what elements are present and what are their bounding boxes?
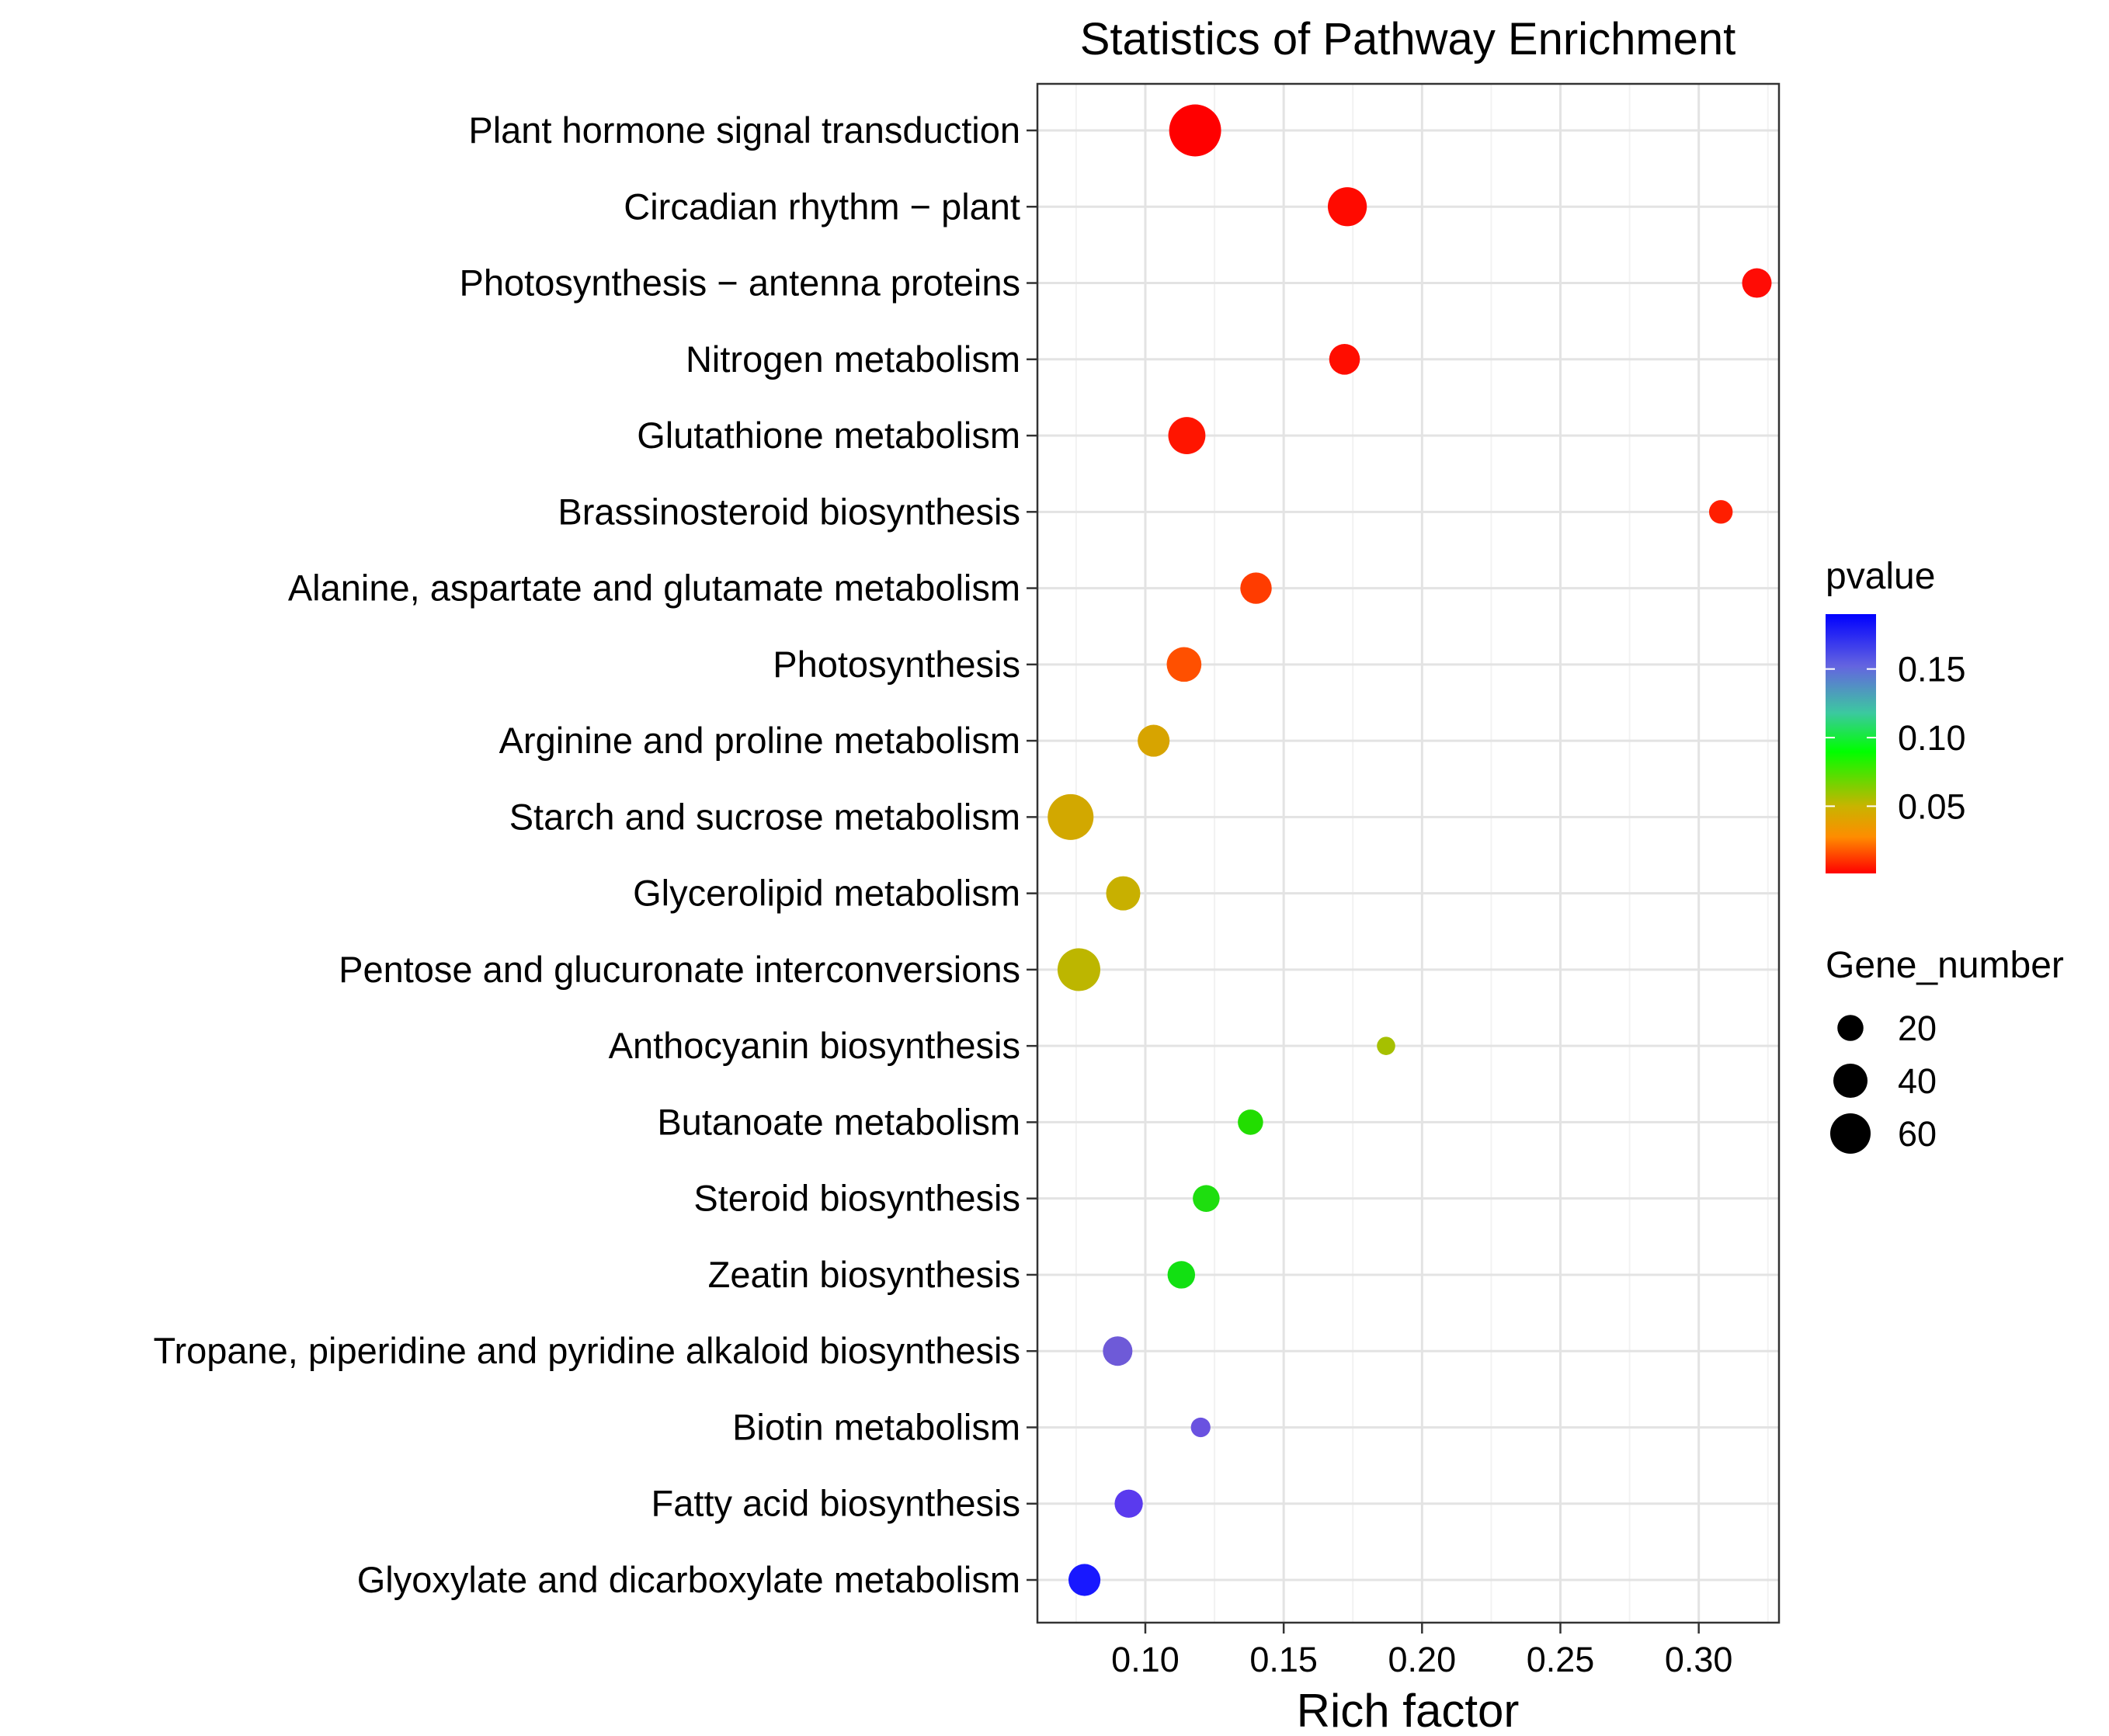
- grid-lines: [1037, 84, 1779, 1623]
- pathway-label: Zeatin biosynthesis: [708, 1254, 1020, 1295]
- pathway-point: [1193, 1185, 1220, 1212]
- pathway-label: Anthocyanin biosynthesis: [609, 1025, 1020, 1066]
- pathway-label: Photosynthesis − antenna proteins: [460, 262, 1020, 304]
- pathway-label: Glycerolipid metabolism: [633, 873, 1020, 914]
- pvalue-legend-title: pvalue: [1826, 556, 1935, 597]
- pathway-point: [1238, 1109, 1263, 1135]
- gene-number-legend-title: Gene_number: [1826, 945, 2064, 986]
- pathway-label: Butanoate metabolism: [657, 1101, 1020, 1142]
- pathway-point: [1106, 876, 1141, 911]
- pathway-label: Steroid biosynthesis: [693, 1178, 1020, 1219]
- plot-area: [1037, 84, 1779, 1623]
- x-tick-label: 0.25: [1527, 1640, 1595, 1679]
- data-points: [1048, 104, 1772, 1596]
- chart-title: Statistics of Pathway Enrichment: [1080, 14, 1736, 64]
- x-tick-label: 0.15: [1249, 1640, 1318, 1679]
- pathway-label: Alanine, aspartate and glutamate metabol…: [288, 568, 1020, 609]
- x-tick-label: 0.30: [1665, 1640, 1733, 1679]
- pathway-point: [1068, 1564, 1101, 1596]
- size-legend-dot: [1837, 1015, 1864, 1041]
- x-axis-ticks: 0.10 0.15 0.20 0.25 0.30: [1111, 1623, 1732, 1679]
- pathway-point: [1377, 1036, 1395, 1055]
- size-legend-label: 60: [1898, 1114, 1937, 1154]
- pathway-point: [1168, 417, 1206, 454]
- pathway-label: Glyoxylate and dicarboxylate metabolism: [357, 1559, 1020, 1600]
- size-legend-label: 20: [1898, 1009, 1937, 1048]
- x-tick-label: 0.20: [1388, 1640, 1457, 1679]
- colorbar-tick-label: 0.15: [1898, 650, 1966, 689]
- pathway-label: Arginine and proline metabolism: [499, 720, 1020, 761]
- pathway-point: [1708, 500, 1733, 524]
- pathway-label: Pentose and glucuronate interconversions: [339, 949, 1020, 990]
- pathway-point: [1103, 1336, 1133, 1366]
- pathway-point: [1327, 187, 1367, 227]
- colorbar-tick-label: 0.10: [1898, 718, 1966, 758]
- y-axis-labels: Plant hormone signal transduction Circadi…: [153, 109, 1037, 1600]
- pathway-point: [1114, 1489, 1143, 1518]
- pathway-label: Fatty acid biosynthesis: [651, 1483, 1020, 1524]
- pathway-point: [1742, 268, 1772, 298]
- pathway-point: [1169, 104, 1221, 157]
- pathway-label: Glutathione metabolism: [637, 415, 1020, 456]
- pathway-point: [1190, 1417, 1211, 1438]
- pathway-point: [1048, 793, 1094, 840]
- plot-border: [1036, 82, 1781, 1624]
- pathway-label: Plant hormone signal transduction: [468, 109, 1020, 151]
- pathway-point: [1167, 1261, 1196, 1289]
- x-axis-title: Rich factor: [1297, 1685, 1520, 1736]
- size-legend-dot: [1833, 1064, 1868, 1098]
- pathway-point: [1138, 724, 1170, 757]
- size-legend-dot: [1829, 1113, 1871, 1154]
- pathway-label: Biotin metabolism: [732, 1406, 1020, 1447]
- pathway-label: Starch and sucrose metabolism: [509, 796, 1020, 837]
- pathway-label: Nitrogen metabolism: [686, 339, 1020, 380]
- pathway-point: [1240, 572, 1272, 604]
- colorbar-tick-label: 0.05: [1898, 786, 1966, 826]
- x-tick-label: 0.10: [1111, 1640, 1180, 1679]
- pathway-point: [1166, 647, 1202, 682]
- pathway-label: Tropane, piperidine and pyridine alkaloi…: [153, 1330, 1020, 1371]
- pvalue-colorbar: [1826, 614, 1876, 873]
- pathway-label: Brassinosteroid biosynthesis: [558, 491, 1020, 532]
- pathway-label: Circadian rhythm − plant: [624, 186, 1020, 227]
- pathway-label: Photosynthesis: [773, 644, 1020, 685]
- size-legend-label: 40: [1898, 1061, 1937, 1101]
- gene-number-legend: Gene_number 20 40 60: [1826, 945, 2064, 1154]
- pvalue-legend: pvalue 0.05 0.10 0.15: [1826, 556, 1966, 873]
- pathway-point: [1057, 948, 1101, 991]
- pathway-point: [1329, 343, 1360, 375]
